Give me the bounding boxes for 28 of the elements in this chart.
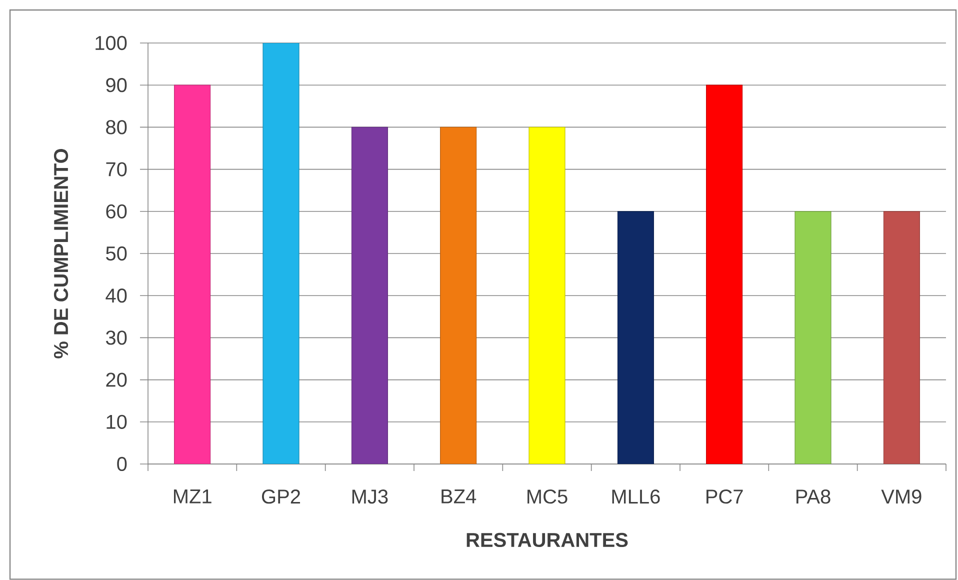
y-tick-label: 60	[106, 204, 127, 218]
x-tick-label: VM9	[881, 490, 922, 504]
bar	[706, 84, 743, 464]
bar	[351, 126, 388, 464]
x-tick-label: PC7	[706, 490, 743, 504]
y-tick-label: 10	[106, 414, 127, 429]
x-tick-label: MLL6	[612, 490, 660, 504]
y-axis-title: % DE CUMPLIMIENTO	[54, 148, 68, 358]
x-tick-label: MJ3	[352, 490, 388, 504]
y-tick-label: 90	[106, 78, 127, 92]
bar	[883, 211, 920, 464]
x-tick-label: BZ4	[442, 490, 476, 504]
x-tick-label: PA8	[796, 490, 830, 504]
y-tick-label: 20	[106, 372, 127, 387]
bar	[174, 84, 211, 464]
y-tick-label: 0	[117, 456, 127, 472]
bar	[440, 126, 477, 464]
x-axis-title: RESTAURANTES	[466, 532, 628, 548]
y-tick-label: 40	[106, 288, 127, 303]
y-tick-label: 80	[106, 120, 127, 134]
bar	[617, 211, 654, 464]
y-tick-label: 100	[96, 36, 127, 50]
x-tick-label: MZ1	[174, 490, 212, 504]
y-tick-label: 70	[106, 162, 127, 176]
x-tick-label: MC5	[528, 490, 568, 504]
y-tick-label: 50	[106, 246, 127, 261]
x-tick-label: GP2	[262, 490, 300, 504]
y-tick-label: 30	[106, 330, 127, 345]
